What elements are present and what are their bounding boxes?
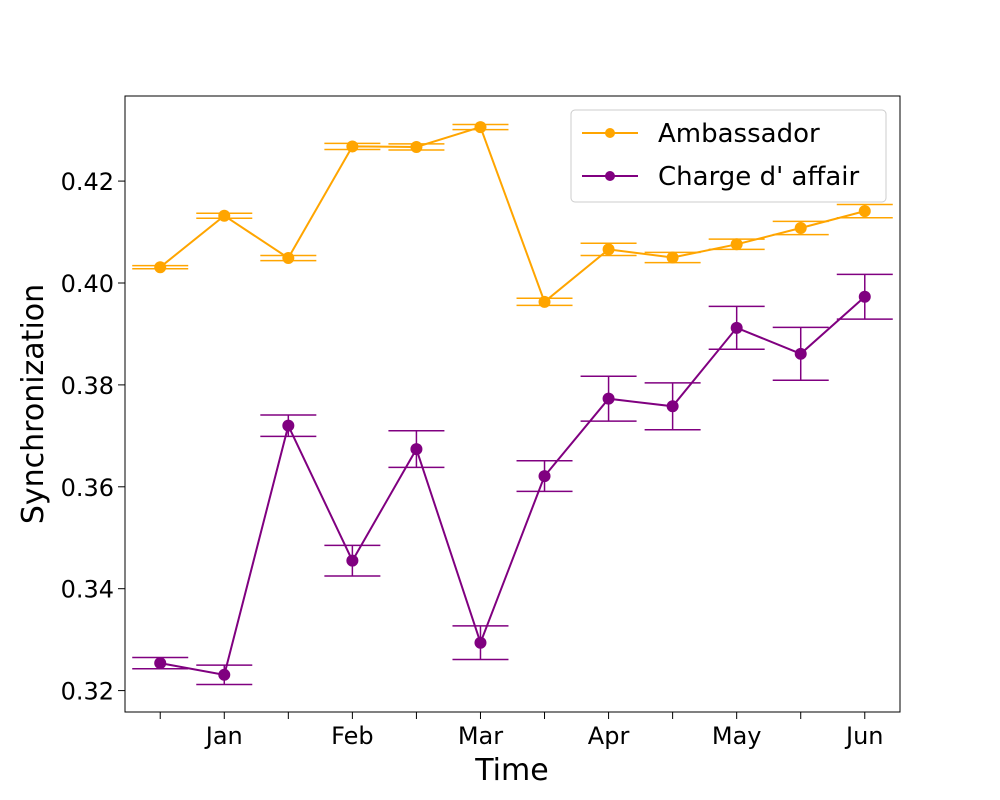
data-point (602, 243, 615, 256)
data-point (538, 295, 551, 308)
x-tick-label: Apr (588, 722, 630, 750)
y-tick-label: 0.42 (61, 168, 114, 196)
data-point (730, 238, 743, 251)
data-point (858, 290, 871, 303)
legend-marker (605, 171, 615, 181)
y-tick-label: 0.36 (61, 474, 114, 502)
data-point (666, 251, 679, 264)
data-point (282, 252, 295, 265)
data-point (602, 392, 615, 405)
data-point (474, 121, 487, 134)
x-tick-label: Jan (204, 722, 243, 750)
data-point (218, 209, 231, 222)
series-1 (132, 273, 893, 686)
legend: Ambassador Charge d' affair (570, 109, 887, 203)
data-point (410, 443, 423, 456)
data-point (794, 347, 807, 360)
y-tick-label: 0.40 (61, 270, 114, 298)
y-axis-label: Synchronization (16, 284, 51, 524)
series-line (160, 295, 866, 676)
x-tick-label: Jun (844, 722, 884, 750)
legend-label: Charge d' affair (658, 162, 859, 192)
x-axis: Jan Feb Mar Apr May Jun (159, 712, 884, 750)
data-point (154, 261, 167, 274)
series-0 (132, 121, 893, 308)
y-tick-label: 0.32 (61, 678, 114, 706)
x-tick-label: May (712, 722, 762, 750)
data-point (410, 140, 423, 153)
data-point (154, 657, 167, 670)
data-point (346, 140, 359, 153)
series-line (159, 125, 866, 304)
data-point (346, 554, 359, 567)
data-point (730, 321, 743, 334)
data-point (666, 400, 679, 413)
chart-marks (132, 121, 893, 686)
x-axis-label: Time (474, 753, 548, 788)
plot-frame (124, 95, 901, 713)
data-point (794, 221, 807, 234)
data-point (218, 668, 231, 681)
legend-marker (605, 128, 615, 138)
legend-label: Ambassador (658, 119, 820, 149)
x-tick-label: Feb (331, 722, 374, 750)
data-point (538, 470, 551, 483)
y-tick-label: 0.34 (61, 576, 114, 604)
data-point (858, 205, 871, 218)
data-point (474, 636, 487, 649)
y-axis: 0.32 0.34 0.36 0.38 0.40 0.42 (61, 168, 125, 706)
legend-box (570, 109, 887, 203)
x-tick-label: Mar (458, 722, 503, 750)
y-tick-label: 0.38 (61, 372, 114, 400)
data-point (282, 419, 295, 432)
